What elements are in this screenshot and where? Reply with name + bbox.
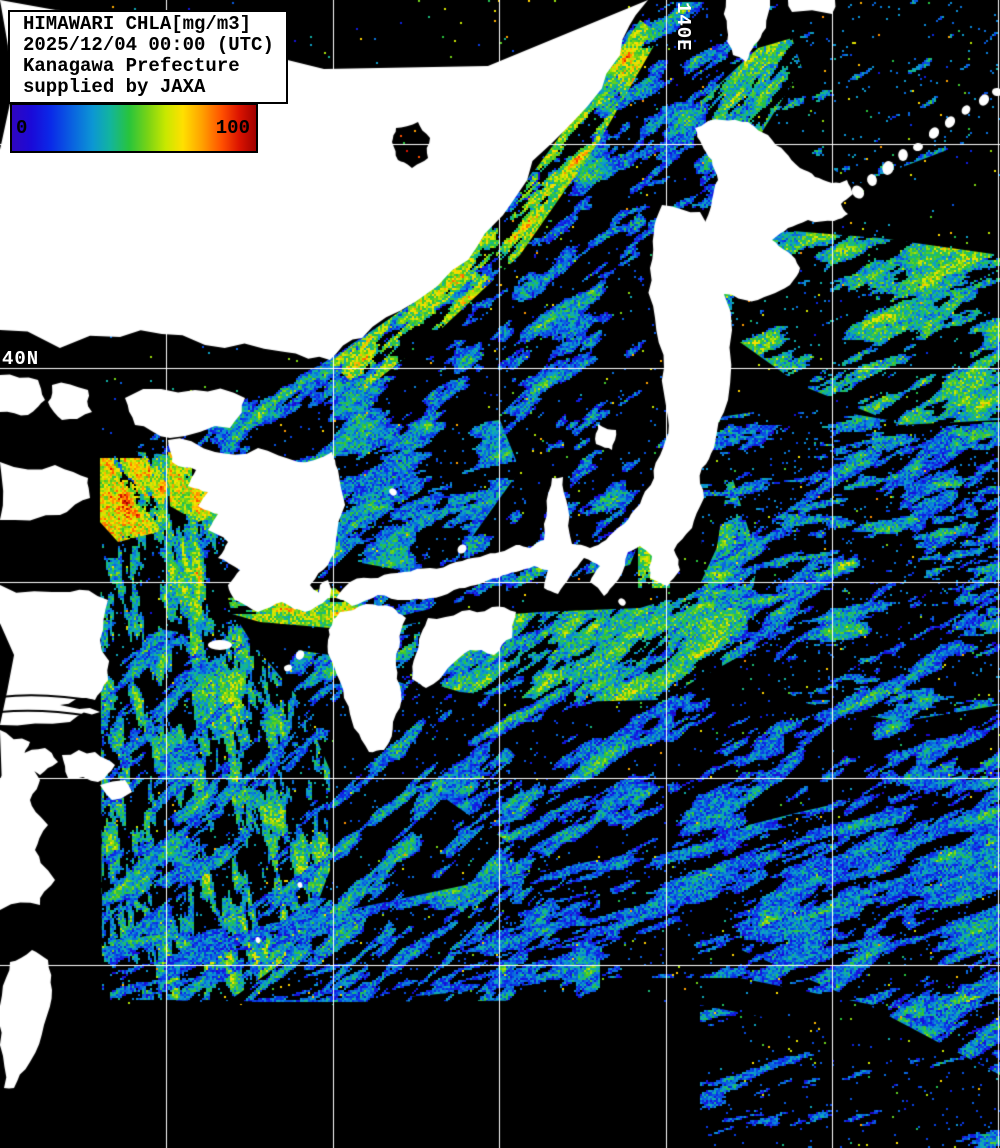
colorbar-legend: 0 100 [10,103,258,153]
colorbar-min-label: 0 [16,117,28,139]
parallel-label-40n: 40N [2,348,40,370]
meridian-label-140e: 140E [672,2,694,52]
info-title: HIMAWARI CHLA[mg/m3] [23,13,252,35]
info-prefecture: Kanagawa Prefecture [23,55,240,77]
map-info-box: HIMAWARI CHLA[mg/m3] 2025/12/04 00:00 (U… [8,10,288,104]
colorbar-max-label: 100 [215,117,250,139]
colorbar-gradient [12,105,256,151]
info-datetime: 2025/12/04 00:00 (UTC) [23,34,274,56]
info-source: supplied by JAXA [23,76,206,98]
